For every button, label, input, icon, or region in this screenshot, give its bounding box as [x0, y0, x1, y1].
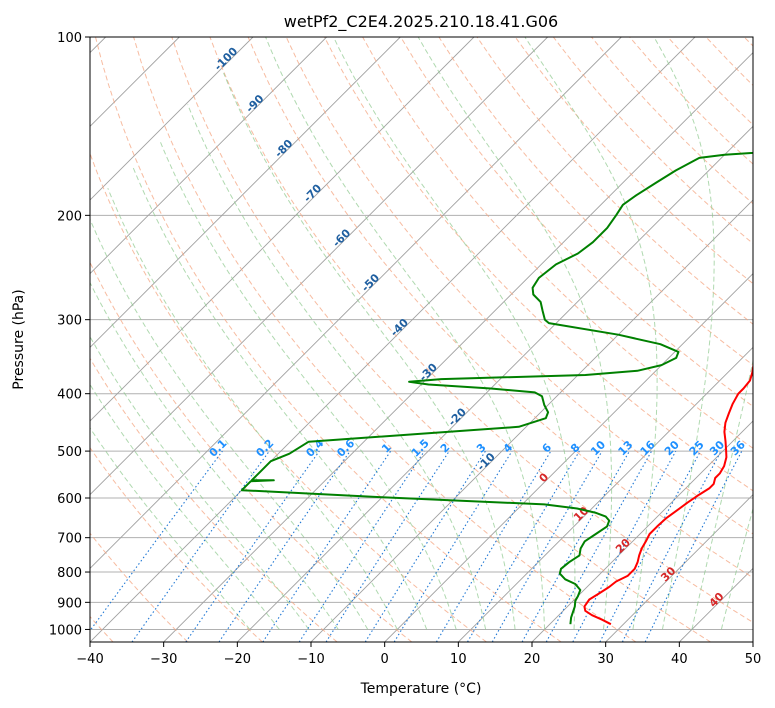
x-tick-label: 40 [671, 652, 688, 667]
dry-adiabat-line [95, 37, 562, 642]
moist-adiabat-line [90, 218, 369, 630]
moist-adiabat-line [90, 281, 339, 630]
moist-adiabat-line [131, 165, 428, 630]
isotherm-line [90, 37, 401, 348]
isotherm-line [90, 37, 327, 275]
isotherm-line [90, 37, 622, 569]
dry-adiabat-line [133, 37, 637, 642]
mixing-ratio-line [298, 450, 425, 642]
dry-adiabat-line [400, 37, 753, 407]
moist-adiabat-line [653, 37, 715, 630]
isotherm-line [237, 125, 753, 642]
mixing-ratio-lines [90, 450, 743, 642]
moist-adiabat-line [691, 358, 753, 630]
y-axis: 100 200 300 400 500 600 700 800 900 1000 [49, 31, 90, 638]
isotherm-line [90, 37, 548, 496]
dry-adiabat-line [90, 532, 189, 642]
isotherm-line [458, 346, 753, 642]
dry-adiabat-line [171, 37, 711, 642]
moist-adiabat-line [524, 37, 658, 630]
isotherm-line [531, 420, 753, 642]
isotherm-line [605, 494, 753, 642]
isotherm-line [163, 52, 753, 642]
y-tick-label: 300 [57, 314, 82, 329]
moist-adiabat-line [223, 72, 516, 630]
temperature-series-line [583, 361, 753, 626]
y-tick-label: 200 [57, 209, 82, 224]
y-tick-label: 600 [57, 492, 82, 507]
x-tick-label: 50 [745, 652, 762, 667]
y-tick-label: 900 [57, 596, 82, 611]
mixing-ratio-line [393, 450, 513, 642]
dry-adiabat-line [90, 152, 487, 642]
plot-frame [89, 36, 754, 643]
mixing-ratio-line [218, 450, 351, 642]
plot-area: 0.1 0.2 0.4 0.6 1 1.5 2 3 4 6 8 10 13 16 20 25 30 36-100-… [90, 37, 753, 642]
x-tick-label: −40 [76, 652, 103, 667]
dry-adiabat-line [438, 37, 753, 366]
mixing-ratio-line [262, 450, 392, 642]
moist-adiabat-line [265, 37, 546, 630]
dry-adiabat-line [90, 357, 338, 642]
x-tick-label: 10 [450, 652, 467, 667]
mixing-ratio-line [90, 450, 223, 632]
dry-adiabat-line [514, 37, 753, 285]
chart-title: wetPf2_C2E4.2025.210.18.41.G06 [284, 12, 558, 32]
isotherm-grid [90, 37, 753, 642]
y-axis-title: Pressure (hPa) [11, 289, 27, 389]
y-tick-label: 400 [57, 388, 82, 403]
mixing-ratio-line [644, 450, 743, 642]
dry-adiabat-line [209, 37, 753, 623]
mixing-ratio-line [325, 450, 450, 642]
mixing-ratio-line [545, 450, 653, 642]
moist-adiabat-line [187, 104, 487, 630]
mixing-ratio-line [131, 450, 270, 642]
profile-series [240, 151, 753, 626]
moist-adiabat-line [90, 427, 251, 630]
y-tick-label: 500 [57, 445, 82, 460]
mixing-ratio-line [185, 450, 320, 642]
x-tick-label: −20 [224, 652, 251, 667]
isotherm-line [384, 273, 753, 642]
y-tick-label: 1000 [49, 623, 82, 638]
isotherm-line [90, 37, 696, 642]
moist-adiabat-line [90, 335, 310, 630]
x-axis: −40 −30 −20 −10 0 10 20 30 40 50 [76, 642, 761, 667]
mixing-ratio-line [521, 450, 630, 642]
mixing-ratio-line [572, 450, 677, 642]
x-tick-label: 20 [524, 652, 541, 667]
y-tick-label: 100 [57, 31, 82, 46]
x-tick-label: 0 [381, 652, 389, 667]
dewpoint-series-line [240, 151, 753, 625]
dry-adiabat-line [323, 37, 753, 492]
x-tick-label: 30 [597, 652, 614, 667]
x-axis-title: Temperature (°C) [360, 681, 482, 697]
y-tick-label: 800 [57, 566, 82, 581]
moist-adiabat-line [159, 141, 457, 630]
x-tick-label: −10 [297, 652, 324, 667]
y-tick-label: 700 [57, 532, 82, 547]
dry-adiabats [90, 37, 753, 642]
x-tick-label: −30 [150, 652, 177, 667]
dry-adiabat-line [90, 446, 263, 642]
dry-adiabat-line [247, 37, 753, 579]
isotherm-line [90, 37, 475, 422]
isotherm-line [90, 37, 254, 201]
moist-adiabat-line [720, 506, 753, 630]
